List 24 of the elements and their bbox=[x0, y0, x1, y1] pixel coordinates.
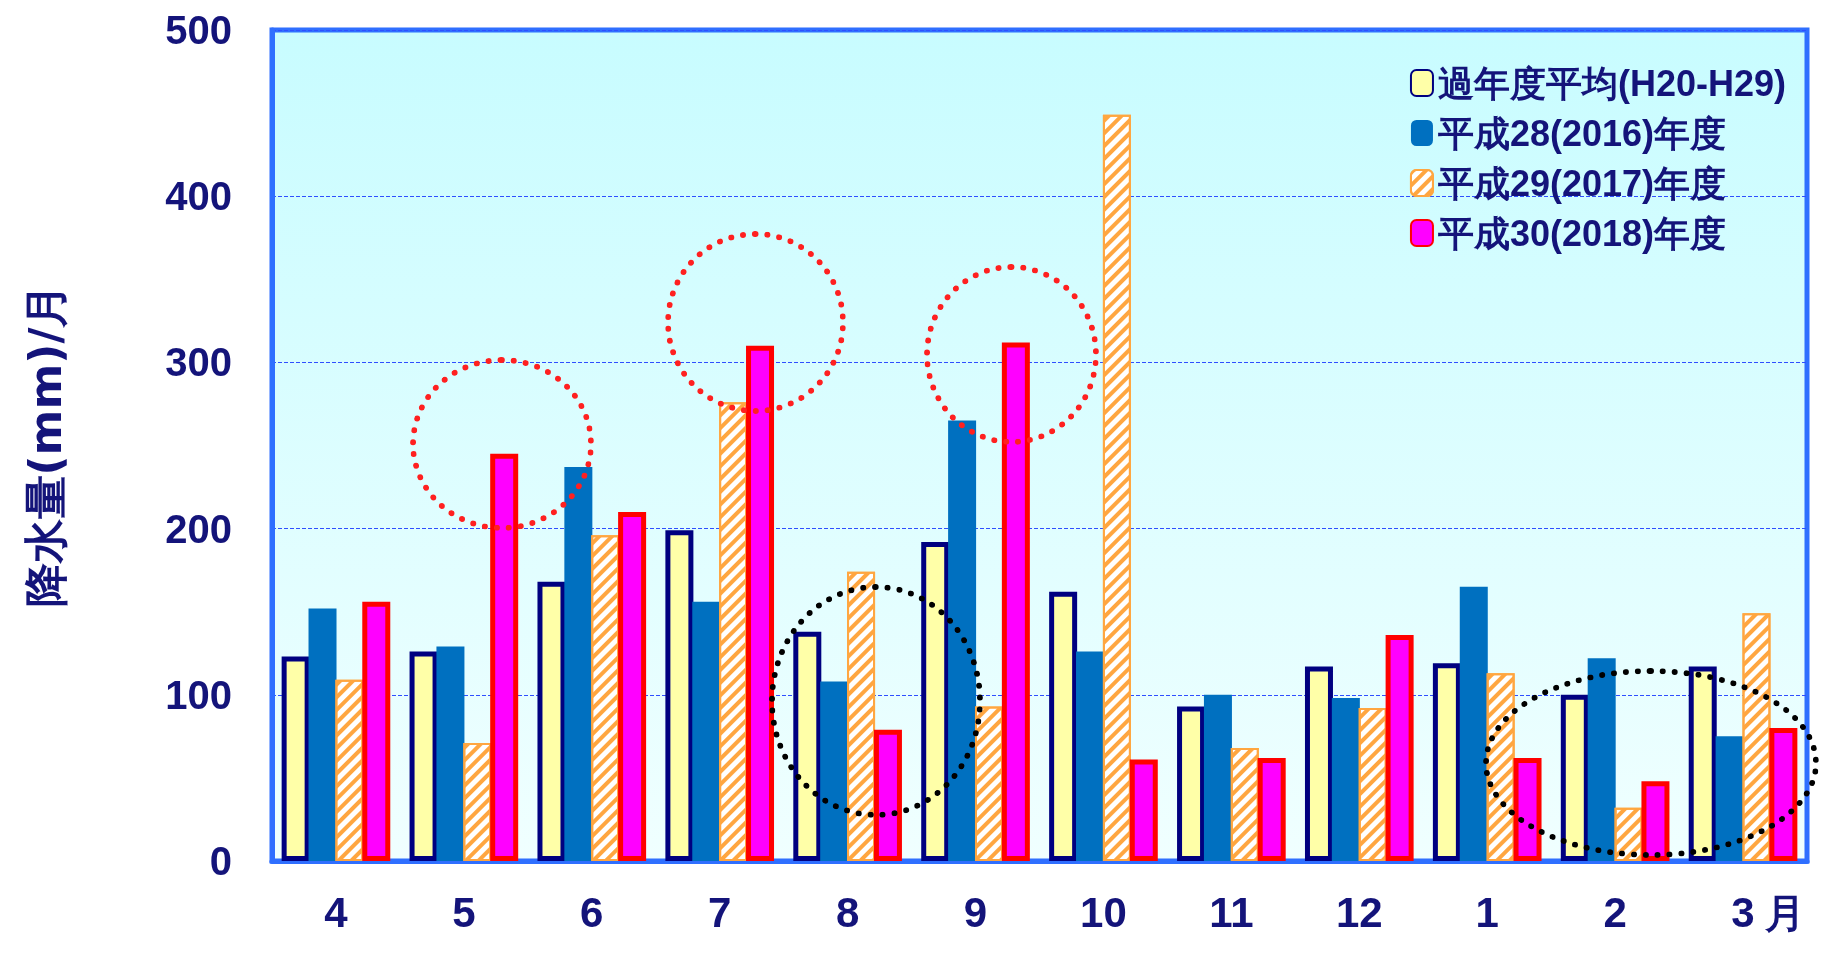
x-tick-label: 11 bbox=[1209, 888, 1254, 936]
x-tick-label: 12 bbox=[1335, 888, 1383, 936]
x-tick-label: 8 bbox=[835, 888, 860, 936]
y-tick-label: 100 bbox=[165, 672, 232, 717]
x-tick-label: 6 bbox=[580, 888, 604, 936]
y-tick-label: 300 bbox=[165, 340, 232, 385]
x-tick-label: 7 bbox=[708, 888, 732, 936]
y-tick-label: 0 bbox=[209, 839, 232, 883]
y-tick-label: 200 bbox=[165, 506, 232, 551]
legend-label: 平成30(2018)年度 bbox=[1437, 212, 1727, 254]
y-tick-label: 400 bbox=[165, 174, 232, 219]
legend-label: 過年度平均(H20-H29) bbox=[1437, 62, 1786, 104]
y-axis-title: 降水量(mm)/月 bbox=[19, 283, 71, 608]
x-tick-label: 2 bbox=[1603, 888, 1627, 936]
x-tick-label: 1 bbox=[1475, 888, 1499, 936]
x-tick-label: 9 bbox=[963, 888, 988, 936]
x-axis-title: 月 bbox=[1764, 890, 1805, 936]
x-tick-label: 10 bbox=[1080, 888, 1127, 936]
x-tick-label: 4 bbox=[324, 888, 349, 936]
legend-label: 平成28(2016)年度 bbox=[1437, 112, 1727, 154]
y-tick-label: 500 bbox=[165, 8, 232, 52]
x-tick-label: 3 bbox=[1731, 888, 1755, 936]
legend-label: 平成29(2017)年度 bbox=[1437, 162, 1727, 204]
x-tick-label: 5 bbox=[452, 888, 476, 936]
